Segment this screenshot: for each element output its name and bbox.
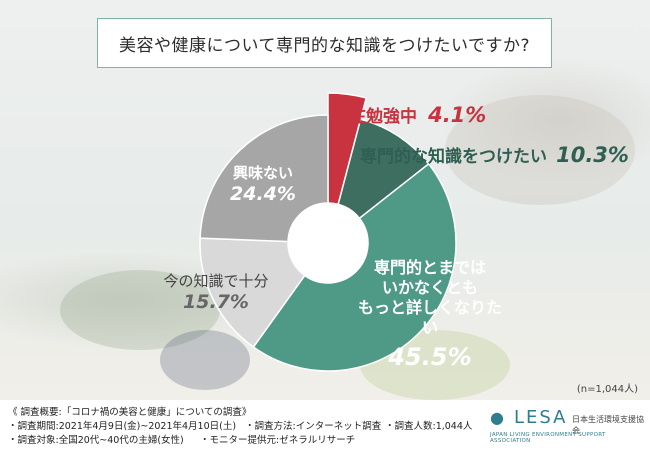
berries-shape: [160, 330, 250, 390]
logo-mark-icon: ●: [490, 408, 505, 427]
footer-method: ・調査方法:インターネット調査: [245, 421, 382, 432]
slice-label-no-interest: 興味ない 24.4%: [230, 164, 296, 205]
chart-title: 美容や健康について専門的な知識をつけたいですか?: [118, 35, 530, 56]
footer-provider: ・モニター提供元:ゼネラルリサーチ: [200, 435, 356, 446]
chart-title-box: 美容や健康について専門的な知識をつけたいですか?: [97, 18, 552, 68]
logo-english-name: JAPAN LIVING ENVIRONMENT SUPPORT ASSOCIA…: [490, 432, 606, 444]
survey-footer: 《 調査概要:「コロナ禍の美容と健康」についての調査》 ・調査期間:2021年4…: [0, 400, 650, 450]
footer-heading: 《 調査概要:「コロナ禍の美容と健康」についての調査》: [8, 407, 252, 418]
lesa-logo: ● LESA 日本生活環境支援協会 JAPAN LIVING ENVIRONME…: [490, 406, 645, 444]
sample-size-note: (n=1,044人): [576, 384, 638, 395]
donut-hole: [288, 203, 368, 283]
footer-period: ・調査期間:2021年4月9日(金)~2021年4月10日(土): [8, 421, 237, 432]
donut-chart: [199, 92, 457, 372]
logo-name: LESA: [514, 407, 568, 428]
slice-label-studying: 現在勉強中 4.1%: [332, 103, 487, 127]
slice-label-more-detail: 専門的とまでは いかなくとも もっと詳しくなりたい 45.5%: [357, 258, 502, 371]
slice-label-expert: 専門的な知識をつけたい 10.3%: [360, 143, 629, 167]
footer-target: ・調査対象:全国20代~40代の主婦(女性): [8, 435, 184, 446]
plate-shape: [60, 270, 220, 350]
footer-count: ・調査人数:1,044人: [385, 421, 473, 432]
bowl-shape: [445, 95, 635, 205]
slice-label-enough: 今の知識で十分 15.7%: [163, 272, 269, 313]
logo-japanese-name: 日本生活環境支援協会: [572, 415, 644, 435]
